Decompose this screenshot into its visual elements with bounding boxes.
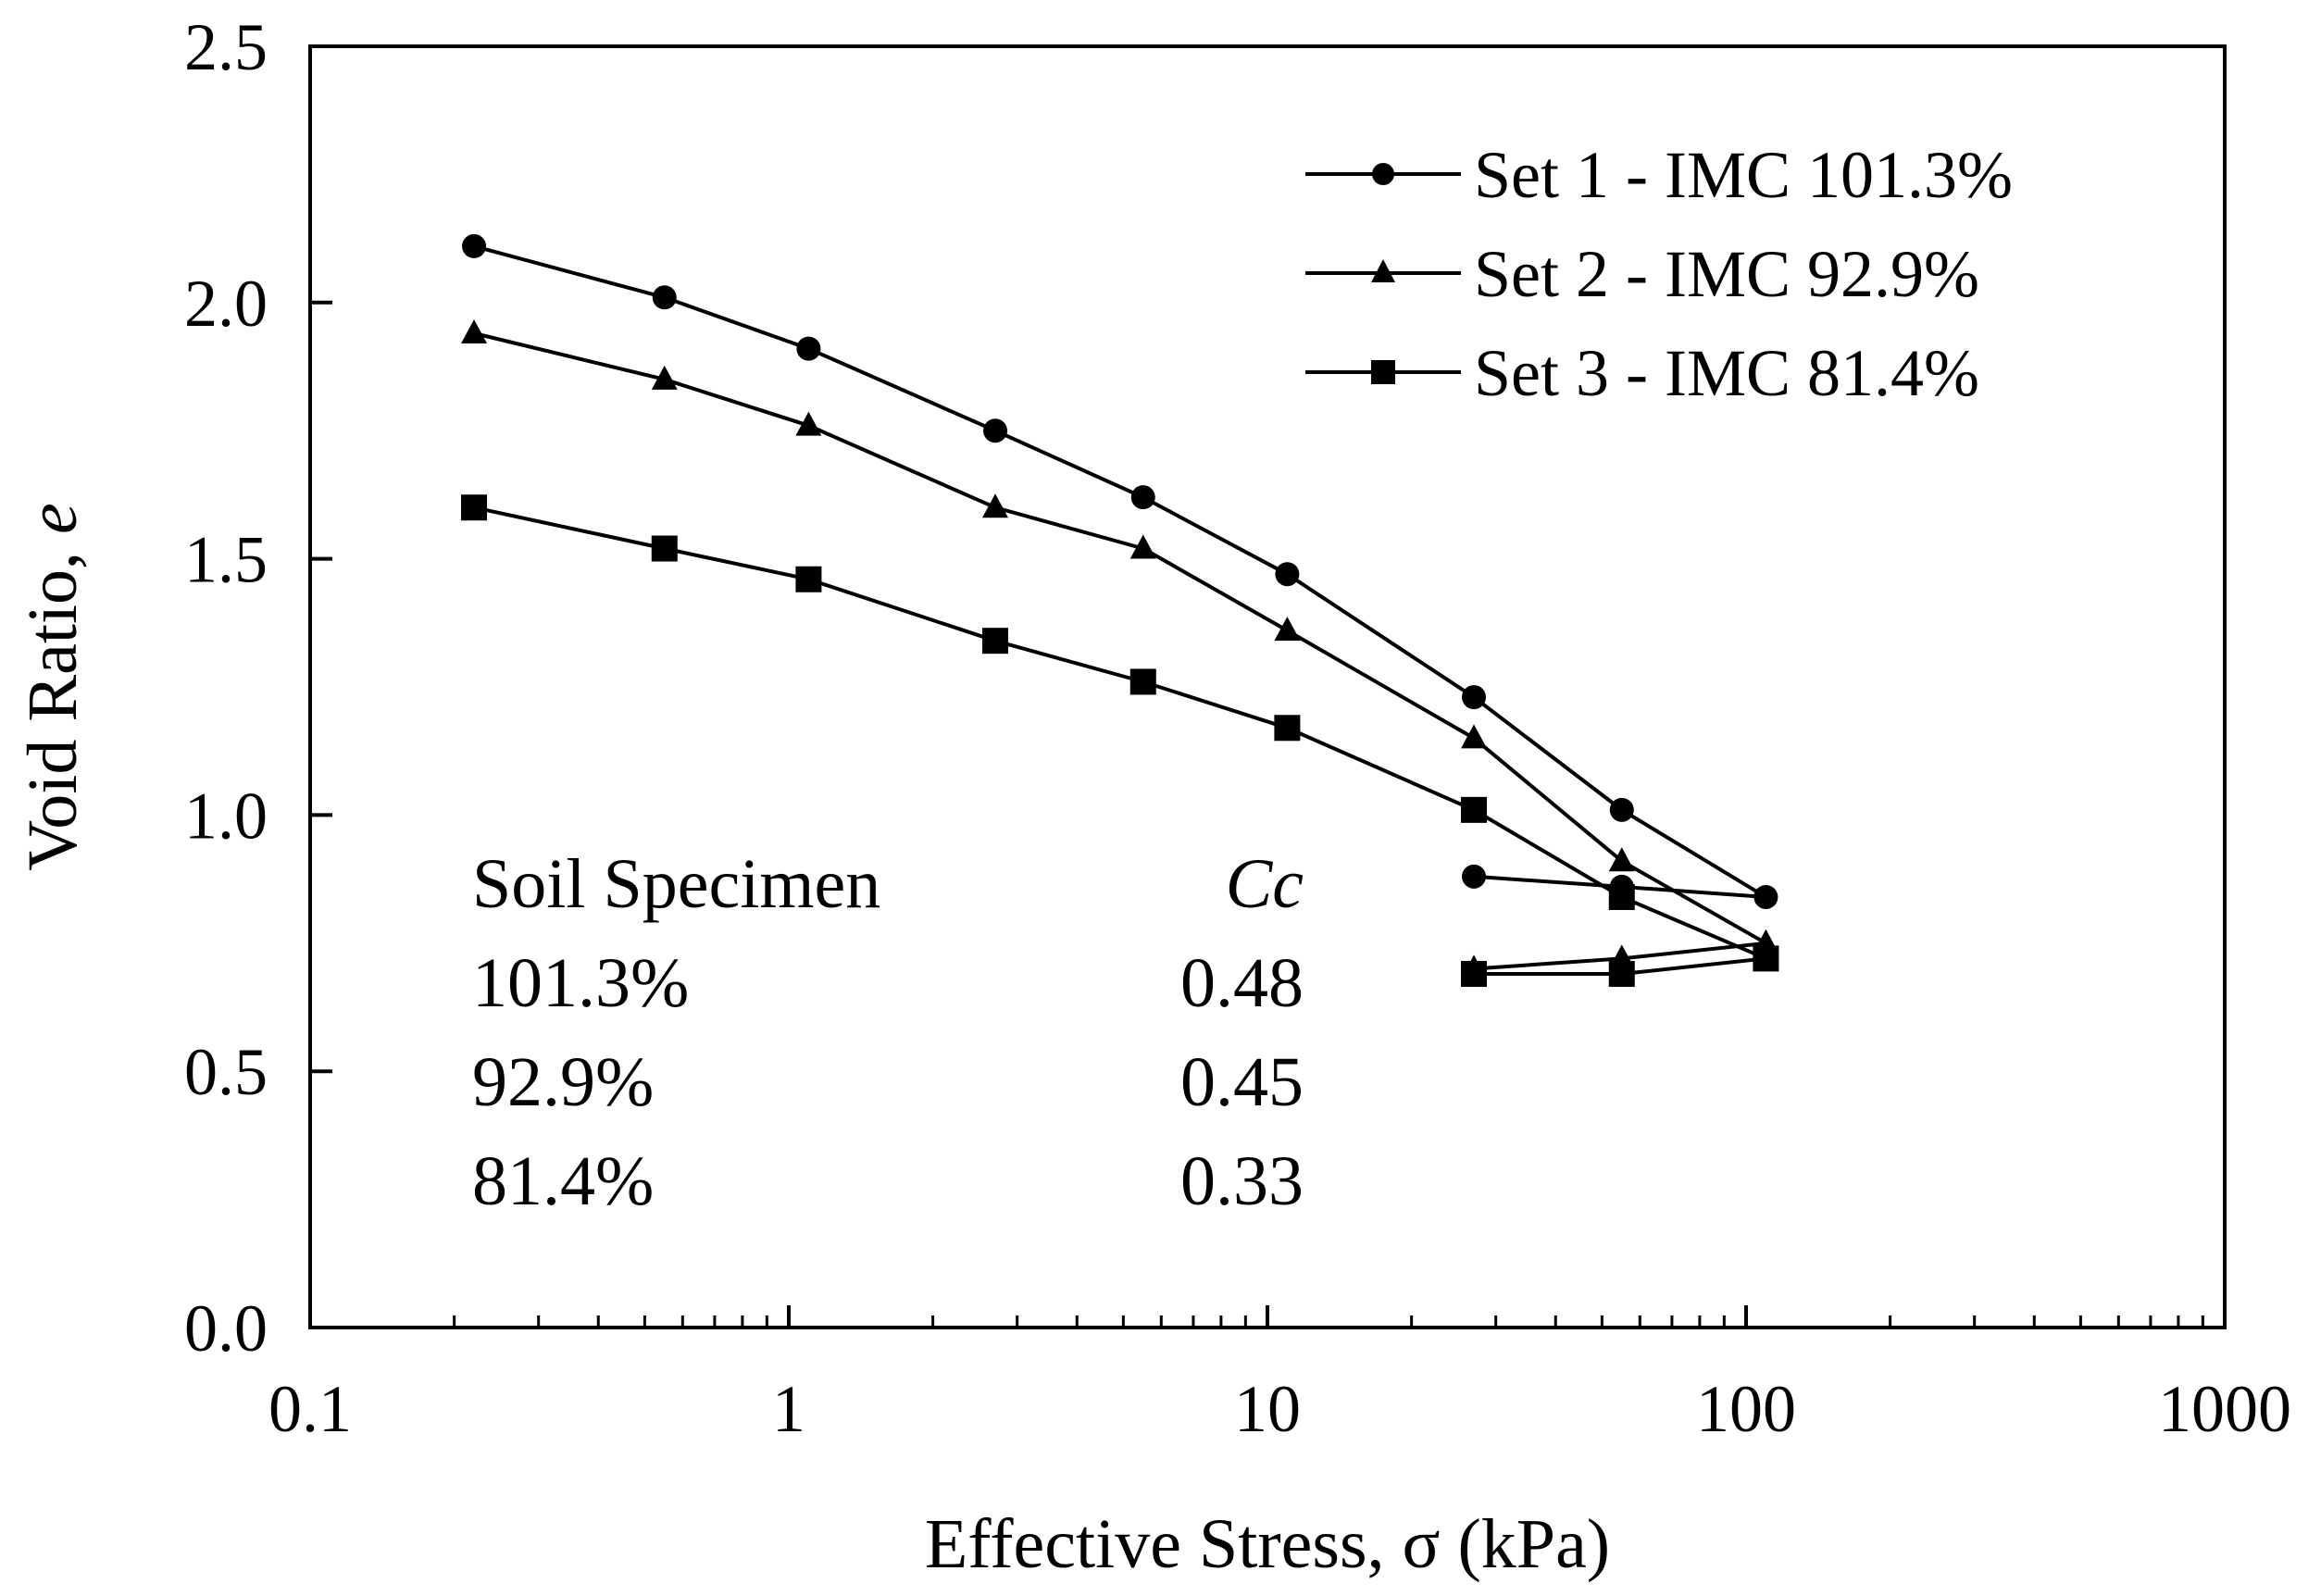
y-axis-title-variable: e: [14, 503, 92, 534]
data-point-set2: [461, 319, 488, 344]
y-tick-label: 1.0: [184, 779, 268, 853]
x-tick-label: 1: [772, 1372, 805, 1446]
data-point-set2: [795, 411, 822, 436]
y-tick-label: 2.0: [184, 267, 268, 341]
x-tick-label: 10: [1234, 1372, 1301, 1446]
cc-row-specimen-1: 101.3%: [472, 944, 689, 1022]
x-tick-label: 100: [1696, 1372, 1796, 1446]
data-point-set1: [1609, 797, 1634, 822]
legend-label-set1: Set 1 - IMC 101.3%: [1474, 138, 2013, 212]
data-point-set2: [1608, 847, 1635, 872]
cc-annotation: Soil Specimen Cc 101.3% 0.48 92.9% 0.45 …: [472, 845, 1304, 1220]
data-point-set3: [982, 628, 1009, 655]
y-axis-title: Void Ratio, e: [14, 503, 92, 871]
legend-marker-set2: [1371, 259, 1395, 282]
data-point-set3: [1608, 883, 1635, 910]
series-layer: [461, 233, 1779, 988]
data-point-set1: [1275, 562, 1300, 587]
legend-label-set2: Set 2 - IMC 92.9%: [1474, 237, 1979, 311]
cc-row-value-3: 0.33: [1180, 1142, 1304, 1220]
cc-header-cc: Cc: [1226, 845, 1304, 923]
y-tick-label: 1.5: [184, 523, 268, 597]
data-point-set1: [1130, 485, 1155, 510]
y-tick-label: 2.5: [184, 10, 268, 84]
data-point-set1: [1753, 884, 1778, 909]
data-point-set3: [1461, 961, 1488, 988]
x-tick-label: 1000: [2158, 1372, 2291, 1446]
y-tick-label: 0.5: [184, 1035, 268, 1109]
data-point-set2: [1129, 534, 1156, 559]
data-point-set1: [652, 285, 677, 310]
legend: Set 1 - IMC 101.3% Set 2 - IMC 92.9% Set…: [1305, 138, 2013, 410]
data-point-set3: [1461, 796, 1488, 823]
legend-label-set3: Set 3 - IMC 81.4%: [1474, 336, 1979, 410]
y-axis-title-prefix: Void Ratio,: [14, 534, 92, 871]
data-point-set2: [651, 365, 678, 390]
data-point-set3: [1753, 945, 1779, 972]
data-point-set2: [982, 493, 1009, 518]
cc-row-value-1: 0.48: [1180, 944, 1304, 1022]
x-tick-label: 0.1: [268, 1372, 352, 1446]
cc-row-value-2: 0.45: [1180, 1043, 1304, 1121]
data-point-set1: [983, 418, 1008, 443]
data-point-set3: [461, 494, 488, 521]
data-point-set1: [796, 336, 821, 361]
axes-layer: 0.1 1 10 100 1000 0.0 0.5 1.0 1.5 2.0 2.5: [184, 10, 2291, 1446]
data-point-set1: [462, 233, 487, 258]
data-point-set2: [1461, 724, 1488, 749]
cc-row-specimen-3: 81.4%: [472, 1142, 654, 1220]
data-point-set3: [651, 535, 678, 562]
cc-row-specimen-2: 92.9%: [472, 1043, 654, 1121]
data-point-set3: [1129, 668, 1156, 695]
data-point-set1: [1462, 864, 1487, 889]
legend-marker-set1: [1372, 163, 1394, 185]
data-point-set2: [1274, 617, 1301, 642]
y-tick-label: 0.0: [184, 1291, 268, 1365]
cc-header-specimen: Soil Specimen: [472, 845, 880, 923]
data-point-set3: [1274, 715, 1301, 742]
data-point-set1: [1462, 685, 1487, 710]
data-point-set3: [795, 566, 822, 592]
x-axis-title: Effective Stress, σ (kPa): [925, 1505, 1610, 1583]
legend-marker-set3: [1371, 360, 1395, 384]
data-point-set3: [1608, 961, 1635, 988]
